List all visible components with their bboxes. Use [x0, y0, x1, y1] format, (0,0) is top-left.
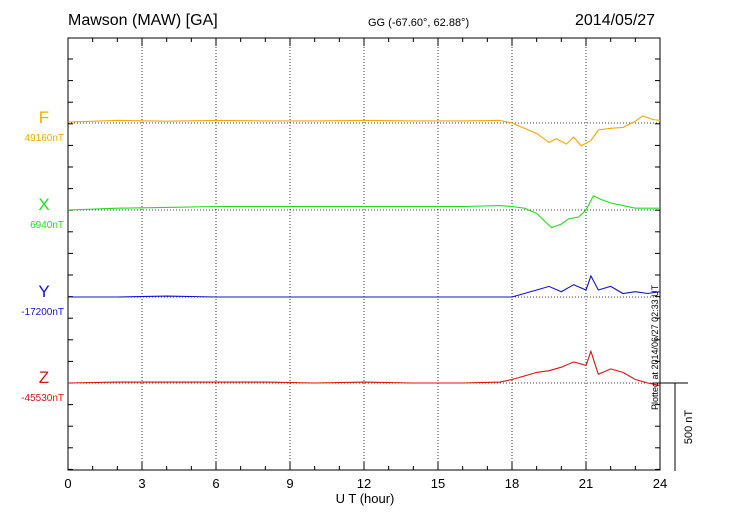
x-axis-label: U T (hour) [336, 491, 395, 506]
x-tick-label: 6 [212, 476, 219, 491]
baseline-value-z: -45530nT [21, 393, 64, 404]
x-tick-label: 9 [286, 476, 293, 491]
series-line-y [68, 274, 661, 298]
plot-date: 2014/05/27 [575, 12, 656, 29]
series-line-z [67, 349, 661, 387]
baseline-value-f: 49160nT [25, 133, 64, 144]
x-tick-label: 21 [579, 476, 593, 491]
geographic-coordinates: GG (-67.60°, 62.88°) [368, 17, 470, 29]
x-tick-label: 15 [431, 476, 445, 491]
x-tick-label: 0 [64, 476, 71, 491]
x-tick-label: 12 [357, 476, 371, 491]
series-line-f [67, 115, 661, 147]
plotted-at-note: Plotted at 2014/06/27 02:33 UT [650, 284, 660, 410]
baseline-value-x: 6940nT [30, 220, 64, 231]
station-title: Mawson (MAW) [GA] [68, 12, 218, 29]
component-label-x: X [38, 195, 49, 214]
scale-bar-label: 500 nT [683, 410, 695, 445]
component-label-y: Y [38, 282, 49, 301]
x-tick-label: 24 [653, 476, 667, 491]
component-label-f: F [39, 108, 49, 127]
component-label-z: Z [39, 368, 49, 387]
series-line-x [67, 195, 660, 229]
x-tick-label: 3 [138, 476, 145, 491]
x-tick-label: 18 [505, 476, 519, 491]
baseline-value-y: -17200nT [21, 307, 64, 318]
